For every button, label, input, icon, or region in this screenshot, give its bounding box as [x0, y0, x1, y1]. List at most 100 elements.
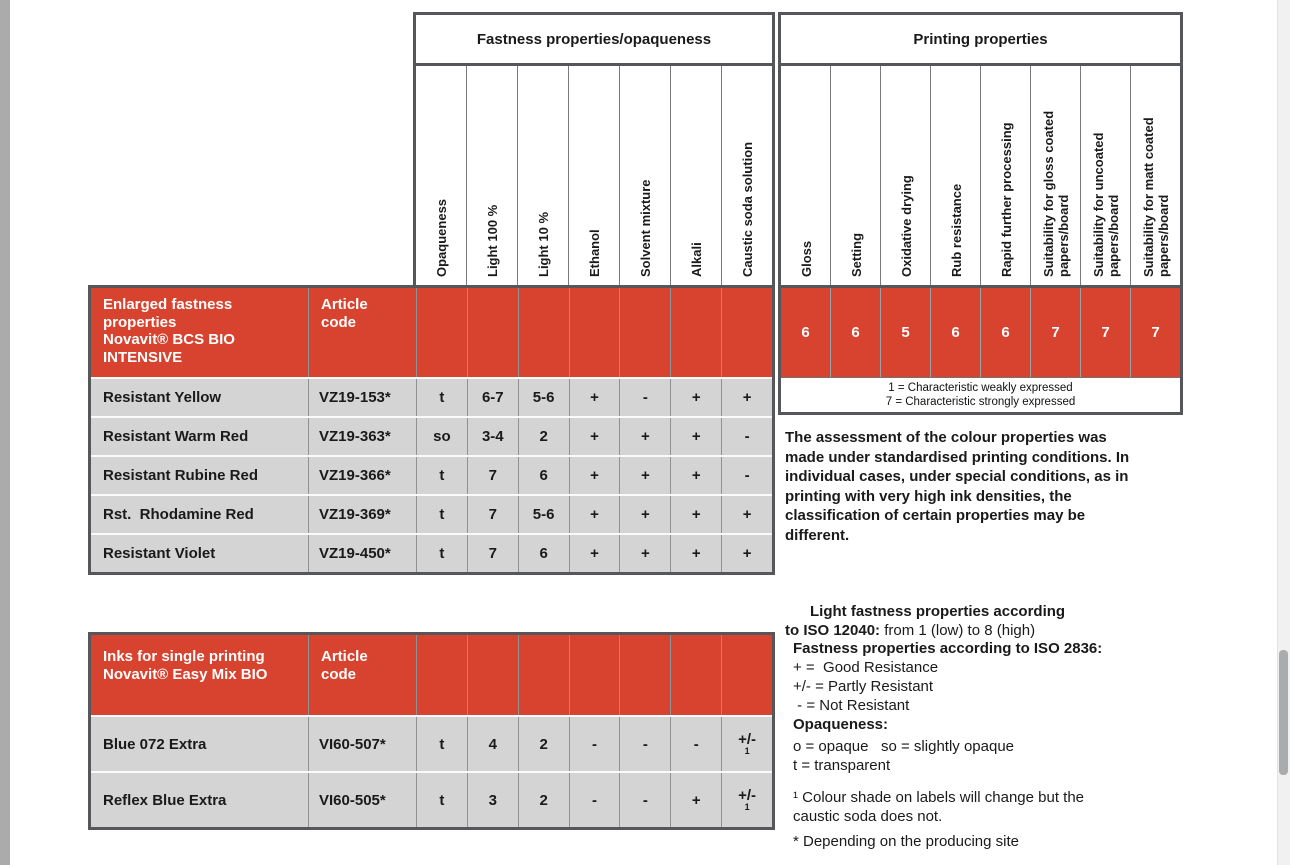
- rating-rub-resistance: 6: [930, 288, 980, 377]
- table-bcs-bio: Enlarged fastness properties Novavit® BC…: [88, 285, 775, 575]
- value-cell: t: [416, 773, 467, 827]
- article-code-header: Article code: [308, 635, 416, 715]
- empty-cell: [619, 288, 670, 377]
- value-cell: +: [619, 418, 670, 455]
- value-cell: +: [670, 496, 721, 533]
- value-cell: +: [670, 535, 721, 572]
- rating-uncoated: 7: [1080, 288, 1130, 377]
- printing-ratings-row: 6 6 5 6 6 7 7 7: [781, 288, 1180, 377]
- fastness-group-header: Fastness properties/opaqueness: [413, 12, 775, 66]
- light-fastness-note: Light fastness properties according to I…: [785, 583, 1080, 659]
- table-row: Resistant Yellow VZ19-153* t 6-7 5-6 + -…: [91, 377, 772, 416]
- empty-cell: [517, 288, 569, 377]
- column-header-setting: Setting: [830, 66, 880, 285]
- column-header-rapid-processing: Rapid further processing: [980, 66, 1030, 285]
- column-header-rub-resistance: Rub resistance: [930, 66, 980, 285]
- value-cell: t: [416, 379, 467, 416]
- value-cell: 6-7: [466, 379, 518, 416]
- column-header-label: Opaqueness: [433, 198, 449, 277]
- printing-column-headers: Gloss Setting Oxidative drying Rub resis…: [778, 66, 1183, 285]
- column-header-label: Alkali: [688, 242, 704, 277]
- ink-name: Resistant Rubine Red: [103, 467, 259, 484]
- opaqueness-line: t = transparent: [793, 757, 891, 774]
- rating-legend: 1 = Characteristic weakly expressed 7 = …: [781, 377, 1180, 412]
- iso2836-line: - = Not Resistant: [793, 697, 910, 714]
- iso2836-title: Fastness properties according to ISO 283…: [793, 640, 1103, 657]
- value-cell: +: [568, 457, 620, 494]
- column-header-label: Caustic soda solution: [739, 141, 755, 277]
- value-text: +/-: [738, 731, 757, 748]
- value-cell: 5-6: [517, 379, 569, 416]
- value-cell: +: [721, 535, 772, 572]
- value-cell: so: [416, 418, 467, 455]
- value-cell: +: [670, 418, 721, 455]
- value-cell: +: [568, 379, 620, 416]
- value-cell: +: [670, 379, 721, 416]
- empty-cell: [670, 635, 721, 715]
- rating-rapid-processing: 6: [980, 288, 1030, 377]
- value-cell: 2: [517, 418, 569, 455]
- column-header-label: Solvent mixture: [637, 179, 653, 277]
- column-header-label: Light 10 %: [535, 211, 551, 277]
- value-cell: +/- 1: [721, 773, 772, 827]
- empty-cell: [568, 288, 620, 377]
- scrollbar-track[interactable]: [1277, 0, 1290, 865]
- column-header-matt-coated: Suitability for matt coated papers/board: [1130, 66, 1180, 285]
- value-cell: +/- 1: [721, 717, 772, 771]
- value-cell: -: [721, 457, 772, 494]
- article-code: VZ19-450*: [308, 535, 416, 572]
- empty-cell: [466, 288, 518, 377]
- column-header-oxidative-drying: Oxidative drying: [880, 66, 930, 285]
- table-row: Resistant Warm Red VZ19-363* so 3-4 2 + …: [91, 416, 772, 455]
- table-row: Rst. Rhodamine Red VZ19-369* t 7 5-6 + +…: [91, 494, 772, 533]
- printing-group-header: Printing properties: [778, 12, 1183, 66]
- value-cell: +: [568, 535, 620, 572]
- column-header-caustic-soda: Caustic soda solution: [721, 66, 772, 285]
- table-row: Reflex Blue Extra VI60-505* t 3 2 - - + …: [91, 771, 772, 827]
- opaqueness-line: o = opaque so = slightly opaque: [793, 738, 1015, 755]
- ink-name: Reflex Blue Extra: [103, 791, 227, 809]
- column-header-label: Ethanol: [586, 229, 602, 277]
- value-cell: 7: [466, 535, 518, 572]
- column-header-label: Rub resistance: [948, 183, 964, 277]
- rating-gloss: 6: [801, 324, 810, 341]
- printing-ratings-table: 6 6 5 6 6 7 7 7 1 = Characteristic weakl…: [778, 285, 1183, 415]
- iso2836-line: + = Good Resistance: [793, 659, 939, 676]
- column-header-light-10: Light 10 %: [517, 66, 568, 285]
- table-title: Enlarged fastness properties Novavit® BC…: [103, 296, 235, 366]
- value-cell: 2: [517, 717, 569, 771]
- ink-name: Blue 072 Extra: [103, 735, 207, 753]
- opaqueness-title: Opaqueness:: [793, 716, 889, 733]
- table-header-row: Enlarged fastness properties Novavit® BC…: [91, 288, 772, 377]
- printing-group-title: Printing properties: [913, 30, 1048, 48]
- column-header-alkali: Alkali: [670, 66, 721, 285]
- footnote-marker: 1: [744, 802, 750, 812]
- empty-cell: [466, 635, 518, 715]
- fastness-group-title: Fastness properties/opaqueness: [476, 30, 712, 48]
- opaqueness-note: Opaqueness: o = opaque so = slightly opa…: [793, 715, 1014, 775]
- value-cell: +: [670, 773, 721, 827]
- column-header-label: Gloss: [798, 240, 814, 277]
- empty-cell: [568, 635, 620, 715]
- column-header-ethanol: Ethanol: [568, 66, 619, 285]
- value-cell: +: [670, 457, 721, 494]
- value-cell: 5-6: [517, 496, 569, 533]
- value-cell: 6: [517, 535, 569, 572]
- value-cell: t: [416, 496, 467, 533]
- empty-cell: [721, 635, 772, 715]
- footnote-marker: 1: [744, 746, 750, 756]
- rating-oxidative-drying: 5: [880, 288, 930, 377]
- value-text: +/-: [738, 787, 757, 804]
- iso2836-line: +/- = Partly Resistant: [793, 678, 934, 695]
- footnote-producing-site: * Depending on the producing site: [793, 833, 1019, 850]
- value-cell: 7: [466, 457, 518, 494]
- scrollbar-thumb[interactable]: [1279, 650, 1288, 775]
- value-cell: +: [721, 496, 772, 533]
- table-header-row: Inks for single printing Novavit® Easy M…: [91, 635, 772, 715]
- value-cell: 3-4: [466, 418, 518, 455]
- value-cell: 6: [517, 457, 569, 494]
- column-header-gloss: Gloss: [781, 66, 830, 285]
- article-code-header: Article code: [308, 288, 416, 377]
- empty-cell: [670, 288, 721, 377]
